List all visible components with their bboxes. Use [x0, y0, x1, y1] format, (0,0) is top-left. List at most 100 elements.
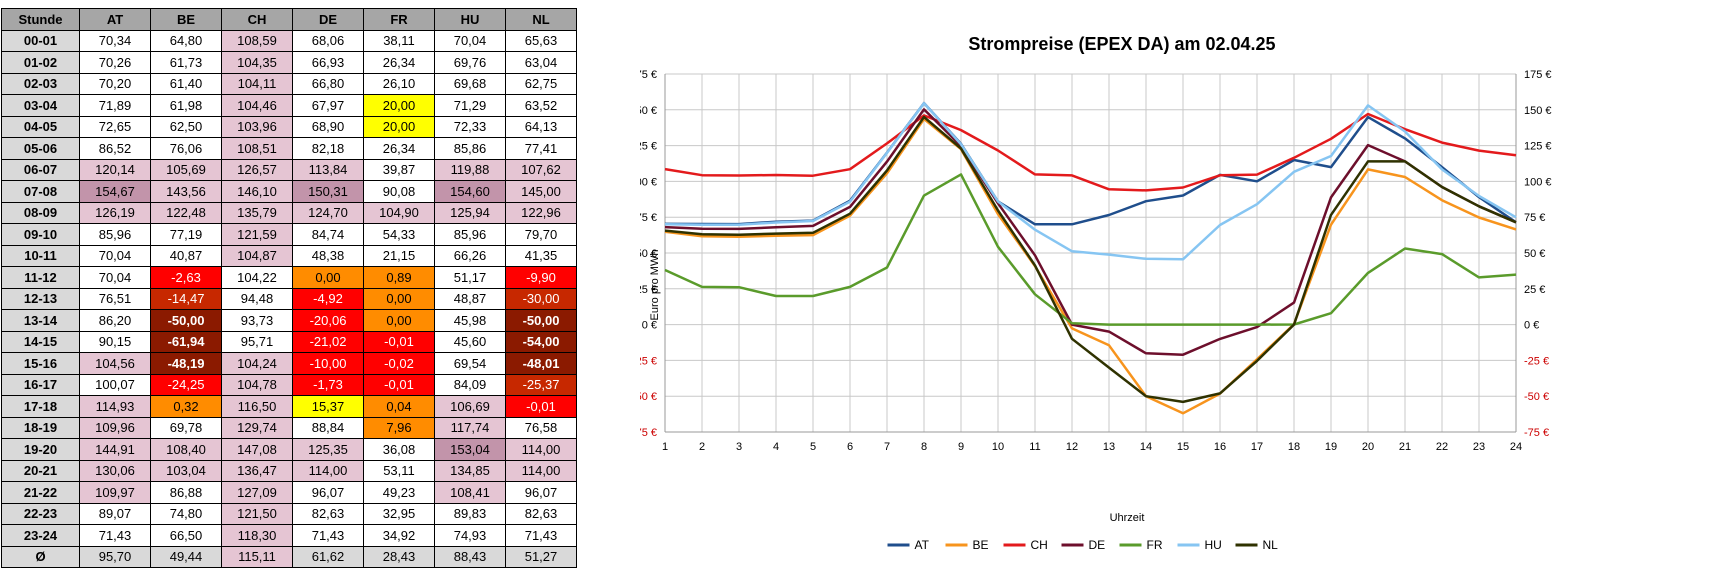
- hour-cell: 05-06: [1, 137, 80, 160]
- price-cell: 32,95: [363, 502, 435, 525]
- price-cell: 120,14: [79, 158, 151, 181]
- price-cell: 95,70: [79, 545, 151, 568]
- price-cell: 104,87: [221, 244, 293, 267]
- price-cell: 38,11: [363, 29, 435, 52]
- price-cell: 105,69: [150, 158, 222, 181]
- price-cell: 144,91: [79, 438, 151, 461]
- price-cell: 70,04: [79, 266, 151, 289]
- price-cell: 84,09: [434, 373, 506, 396]
- table-header-row: Stunde AT BE CH DE FR HU NL: [1, 8, 577, 31]
- price-cell: 90,08: [363, 180, 435, 203]
- price-cell: 107,62: [505, 158, 577, 181]
- price-cell: 109,96: [79, 416, 151, 439]
- y-tick-label: 100 €: [640, 176, 657, 188]
- price-cell: 84,74: [292, 223, 364, 246]
- price-cell: 104,11: [221, 72, 293, 95]
- price-cell: 63,52: [505, 94, 577, 117]
- table-row: 11-12 70,04 -2,63 104,22 0,00 0,89 51,17 -9,90: [1, 266, 577, 289]
- price-cell: 48,87: [434, 287, 506, 310]
- price-cell: 108,41: [434, 481, 506, 504]
- price-cell: -9,90: [505, 266, 577, 289]
- price-cell: 0,00: [292, 266, 364, 289]
- price-cell: 104,90: [363, 201, 435, 224]
- hour-cell: 14-15: [1, 330, 80, 353]
- legend-label-ch: CH: [1031, 538, 1048, 552]
- hour-cell: 18-19: [1, 416, 80, 439]
- column-header-be: BE: [150, 8, 222, 31]
- price-cell: -48,19: [150, 352, 222, 375]
- hour-cell: 19-20: [1, 438, 80, 461]
- price-cell: 41,35: [505, 244, 577, 267]
- price-cell: 61,62: [292, 545, 364, 568]
- column-header-nl: NL: [505, 8, 577, 31]
- price-cell: 94,48: [221, 287, 293, 310]
- price-cell: 76,51: [79, 287, 151, 310]
- price-cell: 143,56: [150, 180, 222, 203]
- price-cell: 122,96: [505, 201, 577, 224]
- table-body: 00-01 70,34 64,80 108,59 68,06 38,11 70,04 65,6…: [1, 29, 577, 568]
- price-cell: 28,43: [363, 545, 435, 568]
- price-cell: 86,20: [79, 309, 151, 332]
- hour-cell: 00-01: [1, 29, 80, 52]
- price-cell: 74,93: [434, 524, 506, 547]
- column-header-at: AT: [79, 8, 151, 31]
- x-tick-label: 5: [810, 441, 816, 453]
- legend-label-be: BE: [973, 538, 989, 552]
- y-tick-label: 75 €: [640, 212, 657, 224]
- price-cell: 72,33: [434, 115, 506, 138]
- price-cell: 68,90: [292, 115, 364, 138]
- x-tick-label: 2: [699, 441, 705, 453]
- price-cell: 62,50: [150, 115, 222, 138]
- column-header-de: DE: [292, 8, 364, 31]
- price-cell: 61,40: [150, 72, 222, 95]
- price-cell: 69,76: [434, 51, 506, 74]
- x-tick-label: 11: [1029, 441, 1040, 453]
- price-cell: 68,06: [292, 29, 364, 52]
- x-tick-label: 13: [1103, 441, 1115, 453]
- table-row: 16-17 100,07 -24,25 104,78 -1,73 -0,01 84,09 -2…: [1, 373, 577, 396]
- price-cell: 108,51: [221, 137, 293, 160]
- price-cell: 71,43: [505, 524, 577, 547]
- y-tick-label-right: -75 €: [1524, 427, 1549, 439]
- price-cell: 135,79: [221, 201, 293, 224]
- price-cell: 36,08: [363, 438, 435, 461]
- price-cell: 51,27: [505, 545, 577, 568]
- price-cell: -20,06: [292, 309, 364, 332]
- price-cell: 62,75: [505, 72, 577, 95]
- legend-label-at: AT: [915, 538, 930, 552]
- price-cell: 129,74: [221, 416, 293, 439]
- price-cell: 77,41: [505, 137, 577, 160]
- price-cell: 104,78: [221, 373, 293, 396]
- price-cell: 113,84: [292, 158, 364, 181]
- table-row: Ø 95,70 49,44 115,11 61,62 28,43 88,43 51,27: [1, 545, 577, 568]
- x-tick-label: 12: [1066, 441, 1078, 453]
- price-cell: 124,70: [292, 201, 364, 224]
- table-row: 04-05 72,65 62,50 103,96 68,90 20,00 72,33 64,1…: [1, 115, 577, 138]
- price-cell: 109,97: [79, 481, 151, 504]
- price-cell: 53,11: [363, 459, 435, 482]
- price-cell: 65,63: [505, 29, 577, 52]
- chart-legend: AT BE CH DE FR HU NL: [887, 538, 1278, 552]
- price-cell: 70,04: [79, 244, 151, 267]
- series-line-fr: [664, 173, 1517, 326]
- price-cell: -0,02: [363, 352, 435, 375]
- price-cell: 77,19: [150, 223, 222, 246]
- y-tick-label-right: -25 €: [1524, 355, 1549, 367]
- price-cell: 89,07: [79, 502, 151, 525]
- price-cell: 86,52: [79, 137, 151, 160]
- price-cell: -2,63: [150, 266, 222, 289]
- hour-cell: 16-17: [1, 373, 80, 396]
- price-cell: 154,67: [79, 180, 151, 203]
- table-row: 13-14 86,20 -50,00 93,73 -20,06 0,00 45,98 -50,…: [1, 309, 577, 332]
- price-cell: 114,00: [505, 459, 577, 482]
- table-row: 02-03 70,20 61,40 104,11 66,80 26,10 69,68 62,7…: [1, 72, 577, 95]
- price-cell: 66,80: [292, 72, 364, 95]
- x-axis: 1 2 3 4 5 6 7 8 9 10 11 12 13 14 15 16 17 18 19 20 21 22 23 24: [662, 441, 1522, 453]
- price-cell: 64,80: [150, 29, 222, 52]
- price-cell: 45,98: [434, 309, 506, 332]
- price-cell: 134,85: [434, 459, 506, 482]
- price-cell: 85,86: [434, 137, 506, 160]
- x-tick-label: 14: [1140, 441, 1152, 453]
- table-row: 01-02 70,26 61,73 104,35 66,93 26,34 69,76 63,0…: [1, 51, 577, 74]
- x-tick-label: 18: [1288, 441, 1300, 453]
